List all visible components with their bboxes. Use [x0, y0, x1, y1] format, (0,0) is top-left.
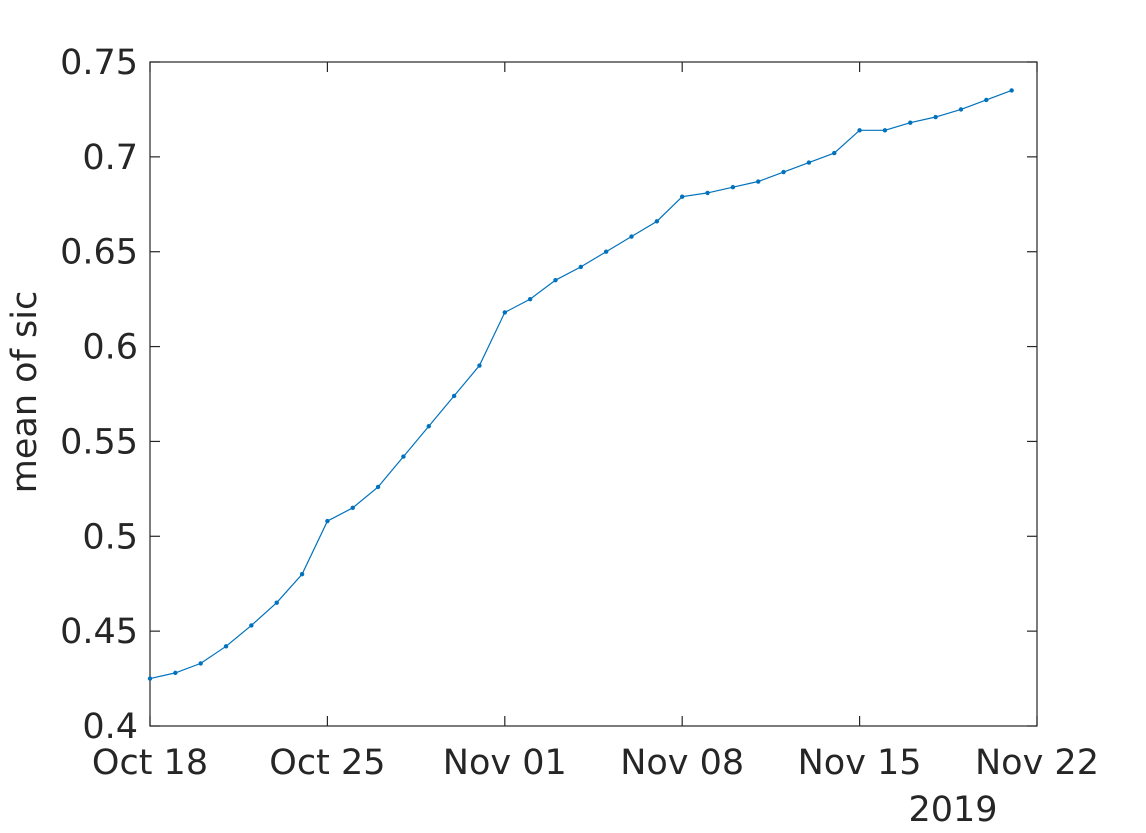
data-point — [249, 623, 254, 628]
data-point — [223, 644, 229, 649]
plot-frame — [149, 61, 1038, 727]
data-point — [299, 572, 305, 577]
x-tick-label: Oct 18 — [92, 743, 208, 783]
data-point — [274, 600, 279, 605]
data-point — [198, 661, 203, 666]
data-point — [350, 505, 355, 511]
data-point — [527, 296, 533, 302]
y-tick-label: 0.55 — [60, 422, 138, 462]
ticks: 0.4 0.45 0.5 0.55 0.6 0.65 0.7 0.75 Oct 18 Oct 25… — [60, 43, 1099, 783]
series-line — [149, 89, 1012, 680]
y-tick-label: 0.5 — [82, 517, 138, 557]
y-tick-label: 0.4 — [82, 707, 138, 747]
data-point — [756, 179, 761, 184]
data-point — [426, 424, 431, 429]
data-point — [882, 128, 888, 133]
data-point — [401, 454, 406, 459]
data-point — [325, 518, 330, 524]
data-point — [705, 190, 710, 196]
x-axis-year-label: 2019 — [908, 790, 997, 830]
data-point — [603, 249, 609, 254]
y-axis-label: mean of sic — [5, 291, 45, 493]
series — [147, 88, 1014, 681]
x-tick-label: Nov 22 — [975, 743, 1099, 783]
x-tick-label: Oct 25 — [269, 743, 385, 783]
data-point — [806, 160, 812, 165]
data-point — [908, 120, 913, 125]
data-point — [375, 484, 381, 490]
data-point — [730, 185, 736, 190]
data-point — [857, 128, 862, 133]
data-point — [502, 310, 507, 315]
data-point — [984, 97, 989, 103]
data-point — [654, 219, 660, 224]
y-tick-label: 0.6 — [82, 328, 138, 368]
data-point — [933, 114, 938, 120]
axes — [149, 61, 1038, 727]
y-tick-label: 0.45 — [60, 612, 138, 652]
data-point — [958, 107, 964, 112]
data-point — [781, 169, 786, 175]
data-point — [477, 363, 482, 368]
data-point — [680, 194, 685, 199]
y-tick-label: 0.7 — [82, 138, 138, 178]
x-tick-label: Nov 15 — [798, 743, 922, 783]
y-tick-label: 0.65 — [60, 233, 138, 273]
data-point — [553, 277, 558, 283]
data-point — [173, 670, 178, 676]
data-point — [578, 264, 584, 270]
data-point — [832, 150, 837, 156]
data-point — [629, 234, 634, 239]
data-point — [1009, 88, 1014, 93]
data-point — [147, 676, 153, 681]
y-tick-label: 0.75 — [60, 43, 138, 83]
x-tick-label: Nov 01 — [443, 743, 567, 783]
x-tick-label: Nov 08 — [620, 743, 744, 783]
data-point — [451, 393, 457, 399]
